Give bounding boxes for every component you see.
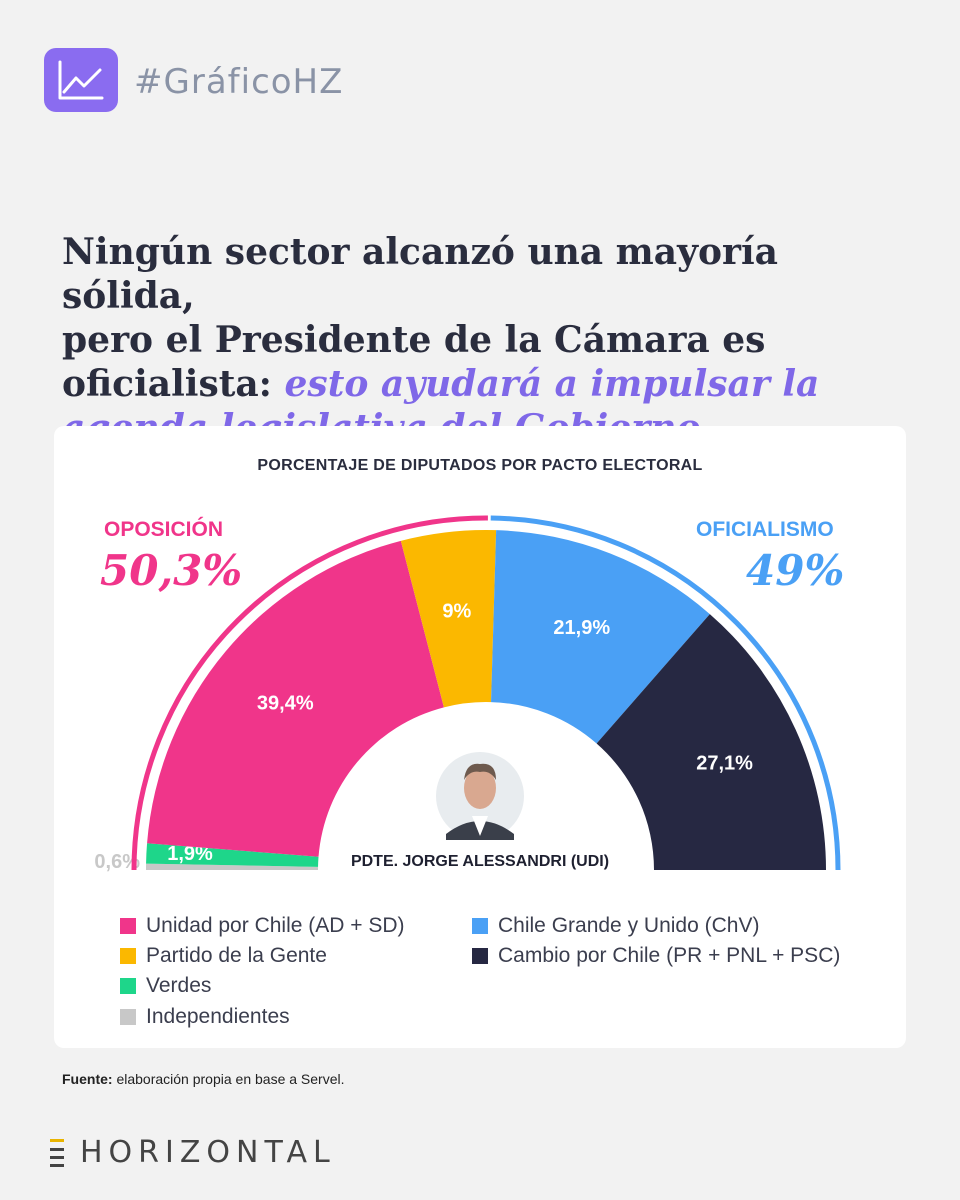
- brand-name: HORIZONTAL: [80, 1135, 336, 1170]
- government-label: OFICIALISMO: [696, 518, 834, 541]
- slice-4: [491, 530, 710, 744]
- chart-title: PORCENTAJE DE DIPUTADOS POR PACTO ELECTO…: [257, 457, 703, 474]
- source-text: elaboración propia en base a Servel.: [112, 1071, 345, 1087]
- legend-item: Cambio por Chile (PR + PNL + PSC): [472, 941, 840, 971]
- legend-label: Unidad por Chile (AD + SD): [146, 914, 405, 937]
- hashtag: #GráficoHZ: [134, 62, 344, 102]
- source-label: Fuente:: [62, 1071, 113, 1087]
- legend-item: Unidad por Chile (AD + SD): [120, 911, 405, 941]
- brand-logo: HORIZONTAL: [50, 1135, 336, 1170]
- legend-swatch: [120, 948, 136, 964]
- legend-swatch: [472, 948, 488, 964]
- government-value: 49%: [746, 546, 845, 595]
- source-note: Fuente: elaboración propia en base a Ser…: [62, 1071, 345, 1087]
- legend-item: Independientes: [120, 1002, 290, 1032]
- opposition-value: 50,3%: [100, 546, 243, 595]
- avatar-hair: [464, 763, 496, 780]
- slice-2: [147, 540, 444, 857]
- legend-swatch: [472, 918, 488, 934]
- legend-swatch: [120, 918, 136, 934]
- legend-label: Independientes: [146, 1005, 290, 1028]
- chart-badge: [44, 48, 118, 112]
- avatar-shirt: [472, 816, 488, 836]
- data-label-4: 21,9%: [553, 617, 610, 639]
- slice-1: [146, 843, 319, 867]
- data-label-3: 9%: [442, 601, 471, 623]
- avatar: [436, 752, 524, 840]
- logo-mark-icon: [50, 1138, 64, 1167]
- line-chart-icon: [58, 60, 104, 100]
- data-label-2: 39,4%: [257, 693, 314, 715]
- legend-label: Verdes: [146, 974, 212, 997]
- legend-item: Verdes: [120, 971, 211, 1001]
- legend-item: Chile Grande y Unido (ChV): [472, 911, 759, 941]
- legend-label: Chile Grande y Unido (ChV): [498, 914, 760, 937]
- headline-plain: oficialista:: [62, 363, 285, 405]
- avatar-face: [464, 767, 496, 809]
- headline-line-3: oficialista: esto ayudará a impulsar la: [62, 362, 922, 406]
- data-label-5: 27,1%: [696, 753, 753, 775]
- legend-swatch: [120, 978, 136, 994]
- legend-label: Partido de la Gente: [146, 944, 327, 967]
- opposition-label: OPOSICIÓN: [104, 518, 224, 541]
- legend-item: Partido de la Gente: [120, 941, 327, 971]
- slice-5: [596, 614, 826, 870]
- president-caption: PDTE. JORGE ALESSANDRI (UDI): [351, 853, 609, 870]
- data-label-1: 1,9%: [167, 843, 213, 865]
- headline-line-2: pero el Presidente de la Cámara es: [62, 319, 766, 361]
- slice-3: [400, 530, 497, 708]
- legend-label: Cambio por Chile (PR + PNL + PSC): [498, 944, 841, 967]
- data-label-0: 0,6%: [94, 851, 140, 873]
- legend-swatch: [120, 1009, 136, 1025]
- government-ring: [490, 515, 841, 871]
- slice-0: [146, 863, 319, 870]
- headline-line-1: Ningún sector alcanzó una mayoría sólida…: [62, 231, 778, 317]
- headline-accent: esto ayudará a impulsar la: [284, 363, 820, 405]
- opposition-ring: [131, 515, 488, 871]
